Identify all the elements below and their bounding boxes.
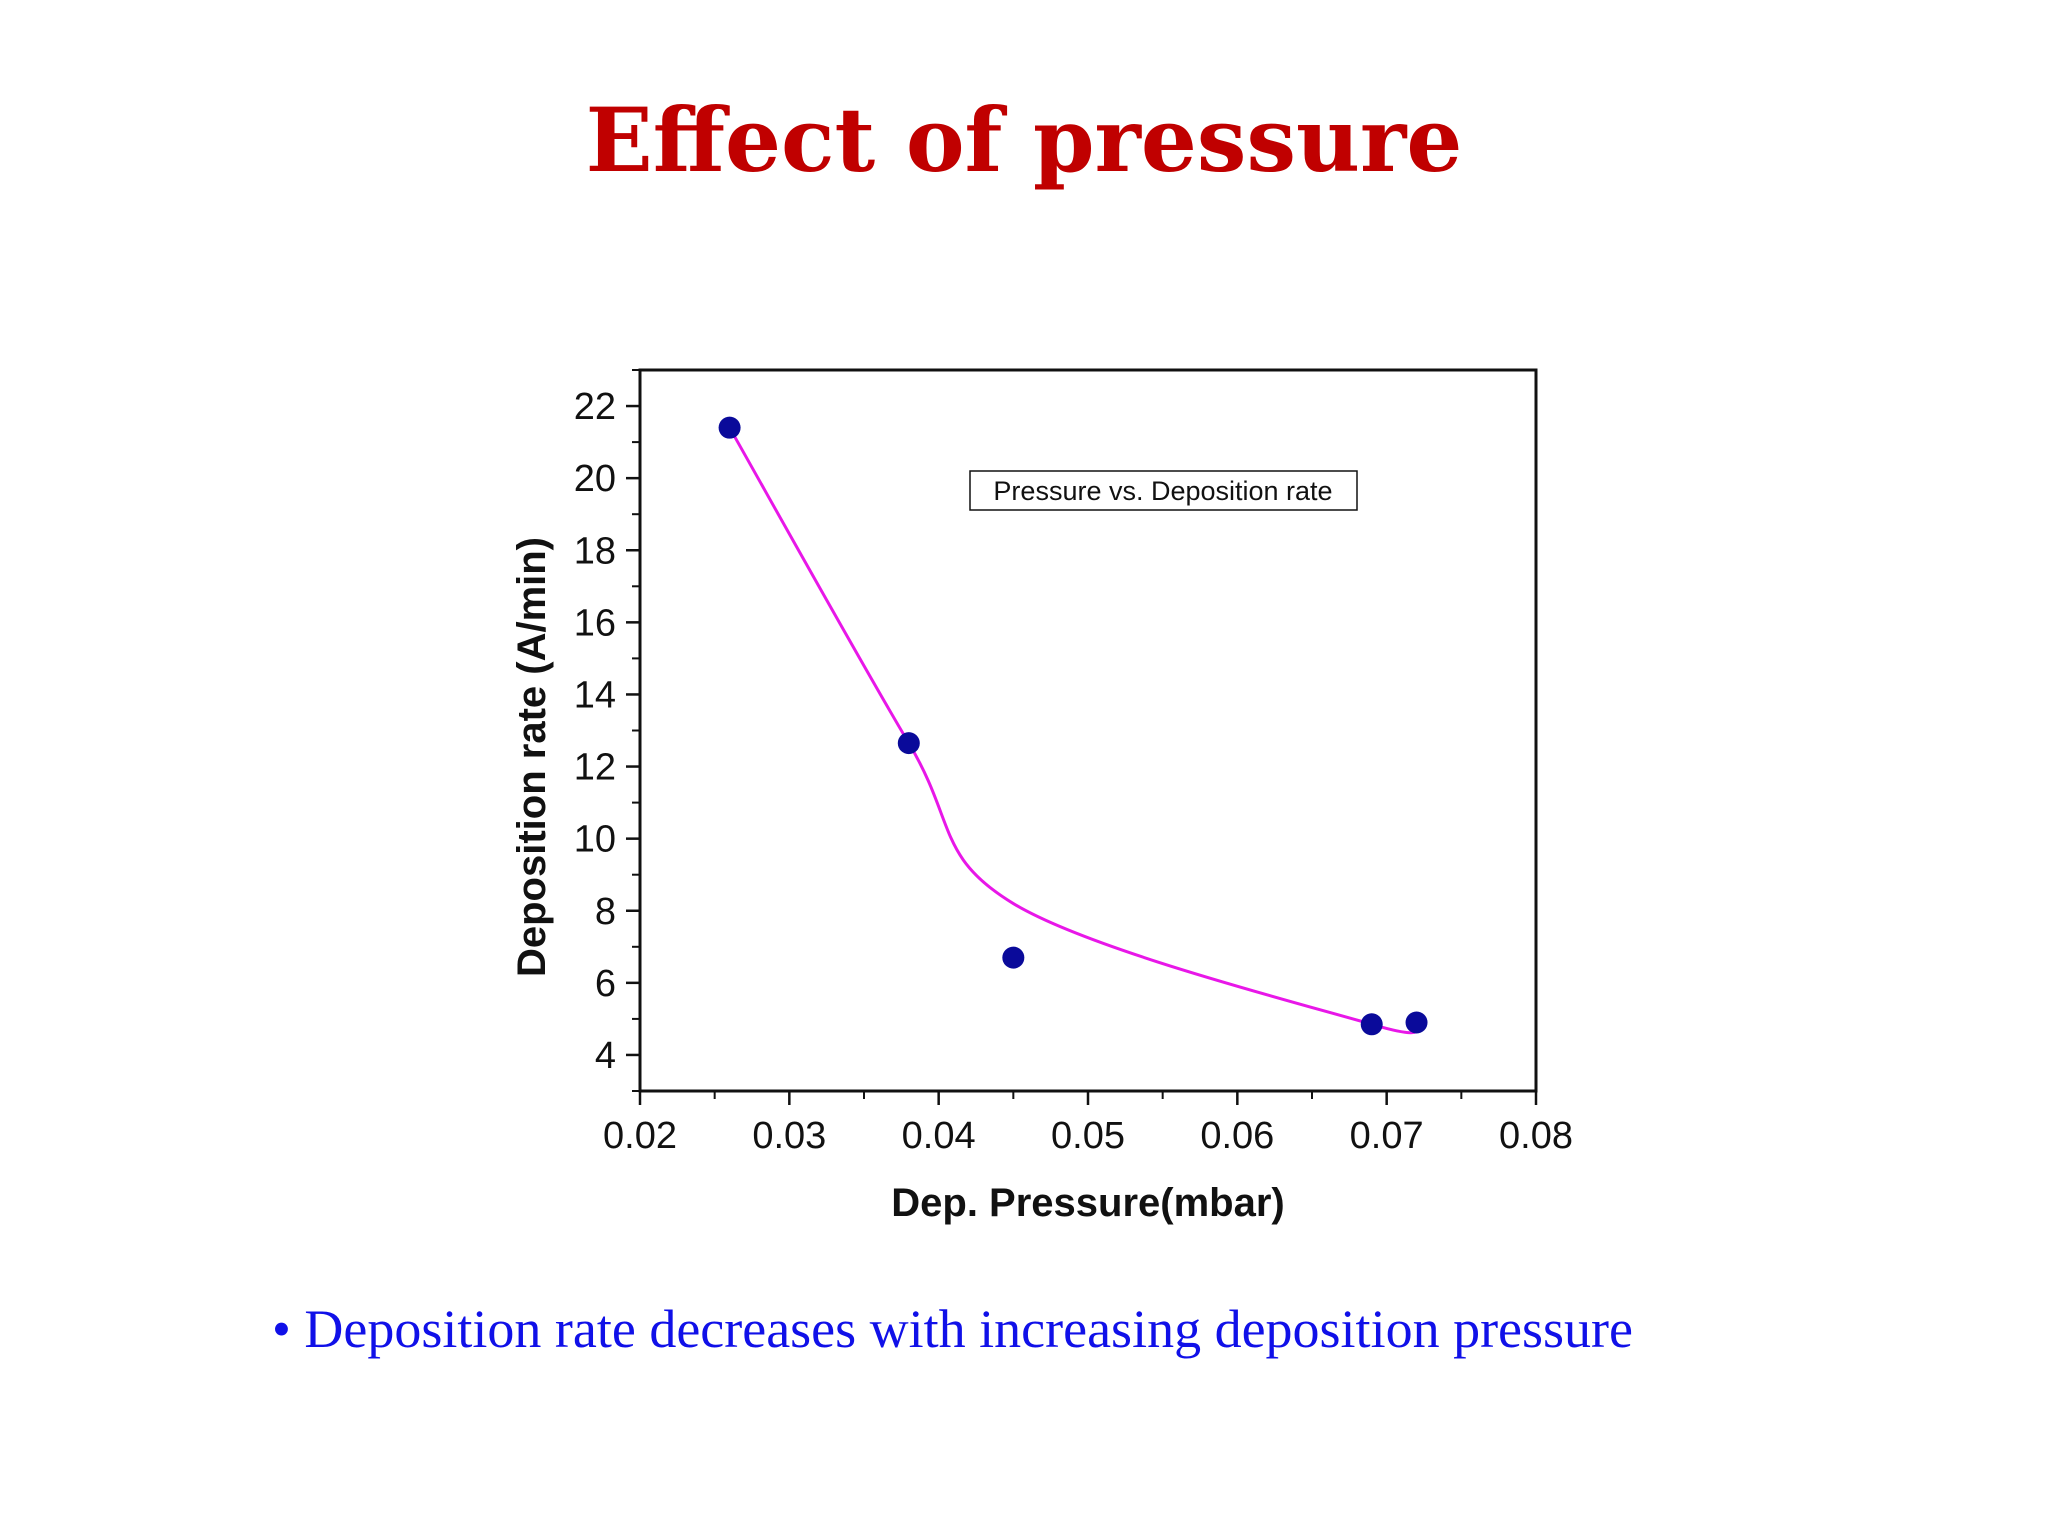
bullet-marker: • — [272, 1299, 291, 1359]
summary-bullet: • Deposition rate decreases with increas… — [272, 1298, 1832, 1360]
x-tick-label: 0.08 — [1499, 1115, 1573, 1157]
data-point — [1002, 946, 1025, 969]
data-point — [1405, 1011, 1428, 1034]
data-points-layer — [718, 416, 1428, 1036]
legend-text: Pressure vs. Deposition rate — [993, 476, 1332, 506]
y-tick-label: 10 — [574, 819, 616, 861]
fit-curve-layer — [728, 426, 1419, 1035]
y-tick-label: 6 — [595, 963, 616, 1005]
bullet-text: Deposition rate decreases with increasin… — [304, 1299, 1633, 1359]
y-tick-label: 12 — [574, 747, 616, 789]
legend-frame — [969, 470, 1358, 511]
slide-title: Effect of pressure — [585, 88, 1463, 192]
legend-box: Pressure vs. Deposition rate — [969, 470, 1358, 511]
fit-curve — [728, 426, 1419, 1035]
x-tick-label: 0.02 — [603, 1115, 677, 1157]
y-tick-label: 8 — [595, 891, 616, 933]
data-point — [1360, 1013, 1383, 1036]
data-point — [718, 416, 741, 439]
x-tick-label: 0.03 — [752, 1115, 826, 1157]
x-tick-label: 0.04 — [902, 1115, 976, 1157]
x-tick-label: 0.07 — [1350, 1115, 1424, 1157]
axis-ticks: 0.02 0.03 0.04 0.05 0.06 0.07 0.08 4 6 8 10 12 14 16 1… — [574, 369, 1573, 1157]
x-tick-label: 0.05 — [1051, 1115, 1125, 1157]
y-tick-label: 16 — [574, 602, 616, 644]
x-tick-label: 0.06 — [1200, 1115, 1274, 1157]
y-tick-label: 20 — [574, 458, 616, 500]
y-tick-label: 18 — [574, 530, 616, 572]
y-axis-title: Deposition rate (A/min) — [510, 537, 554, 977]
data-point — [897, 732, 920, 755]
y-tick-label: 4 — [595, 1035, 616, 1077]
y-tick-label: 22 — [574, 386, 616, 428]
y-tick-label: 14 — [574, 674, 616, 716]
x-axis-title: Dep. Pressure(mbar) — [891, 1181, 1284, 1225]
